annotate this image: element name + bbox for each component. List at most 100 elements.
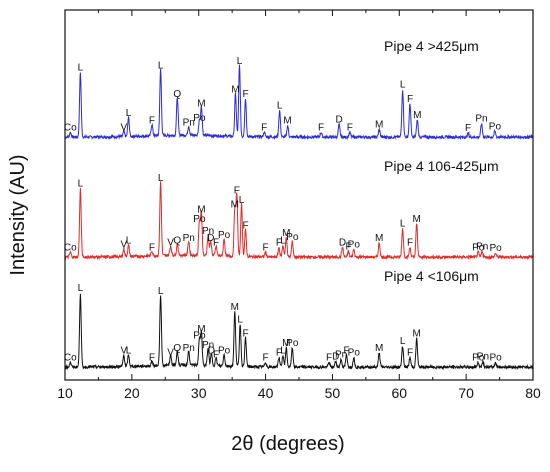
peak-label: Po [489, 121, 502, 132]
peak-label: V [120, 239, 127, 250]
peak-label: Pn [335, 349, 347, 360]
x-tick-label: 80 [525, 385, 541, 401]
peak-label: M [413, 110, 421, 121]
peak-label: Pn [475, 114, 487, 125]
peak-label: Pn [202, 340, 214, 351]
peak-label: Po [472, 242, 485, 253]
x-axis-title: 2θ (degrees) [231, 433, 344, 455]
x-tick-label: 10 [57, 385, 73, 401]
peak-label: M [375, 233, 383, 244]
peak-label: M [197, 324, 205, 335]
peak-label: D [332, 351, 339, 362]
peak-label: M [375, 343, 383, 354]
peak-label: L [239, 195, 245, 206]
peak-label: Po [348, 239, 361, 250]
x-tick-label: 70 [458, 385, 474, 401]
peak-label: Po [286, 338, 299, 349]
x-tick-label: 50 [325, 385, 341, 401]
peak-label: V [120, 122, 127, 133]
peak-label: L [126, 236, 132, 247]
series-line [64, 64, 534, 141]
peak-label: Pn [183, 233, 195, 244]
peak-label: V [167, 238, 174, 249]
peak-label: F [465, 123, 471, 134]
peak-label: F [326, 352, 332, 363]
peak-label: Pn [477, 351, 489, 362]
peak-label: F [242, 89, 248, 100]
peak-label: M [413, 329, 421, 340]
x-tick-label: 20 [124, 385, 140, 401]
peak-label: F [263, 352, 269, 363]
peak-label: M [282, 228, 290, 239]
series-line [64, 293, 534, 371]
x-tick-label: 40 [258, 385, 274, 401]
series-label: Pipe 4 <106μm [384, 268, 479, 284]
peak-label: Co [64, 242, 77, 253]
peak-label: F [213, 349, 219, 360]
peak-label: Co [64, 122, 77, 133]
peak-label: Pn [183, 343, 195, 354]
peak-label: Po [489, 352, 502, 363]
peak-label: Q [173, 89, 181, 100]
series-line [64, 181, 534, 261]
x-tick-label: 60 [391, 385, 407, 401]
peak-label: F [149, 116, 155, 127]
peak-label: M [197, 204, 205, 215]
peak-label: F [263, 242, 269, 253]
peak-label: Po [193, 330, 206, 341]
peak-label: D [335, 115, 342, 126]
peak-label: L [78, 283, 84, 294]
peak-label: L [126, 108, 132, 119]
peak-label: L [400, 219, 406, 230]
peak-label: F [407, 94, 413, 105]
peak-label: M [283, 116, 291, 127]
series-label: Pipe 4 106-425μm [384, 158, 499, 174]
peak-label: F [345, 241, 351, 252]
peak-label: Pn [202, 226, 214, 237]
peak-label: L [158, 286, 164, 297]
peak-label: F [149, 242, 155, 253]
peak-label: F [347, 122, 353, 133]
peak-label: L [158, 173, 164, 184]
peak-label: M [231, 302, 239, 313]
peak-label: F [318, 122, 324, 133]
peak-label: Q [173, 236, 181, 247]
peak-label: Po [489, 243, 502, 254]
peak-label: Pn [183, 118, 195, 129]
peak-label: F [276, 348, 282, 359]
peak-label: F [407, 348, 413, 359]
peak-label: F [261, 122, 267, 133]
peak-label: L [237, 56, 243, 67]
peak-label: F [213, 238, 219, 249]
peak-label: F [234, 185, 240, 196]
peak-label: F [407, 238, 413, 249]
peak-label: Po [193, 214, 206, 225]
peak-label: F [149, 352, 155, 363]
axes: 10 20 30 40 50 60 70 80 [57, 9, 541, 401]
peak-label: V [120, 346, 127, 357]
peak-label: M [231, 84, 239, 95]
peak-label: D [208, 346, 215, 357]
peak-label: D [339, 238, 346, 249]
peak-label: V [167, 348, 174, 359]
peak-label: F [242, 329, 248, 340]
peak-label: Q [173, 343, 181, 354]
peak-label: Co [64, 352, 77, 363]
peak-label: D [207, 233, 214, 244]
peak-label: L [400, 80, 406, 91]
peak-label: Po [218, 230, 231, 241]
peak-label: L [280, 236, 286, 247]
peak-label: L [158, 61, 164, 72]
peak-label: L [78, 62, 84, 73]
peak-label: L [277, 100, 283, 111]
peak-label: F [276, 238, 282, 249]
peak-label: M [282, 338, 290, 349]
peak-label: L [78, 179, 84, 190]
plot-frame [64, 9, 534, 381]
peak-label: Po [286, 232, 299, 243]
